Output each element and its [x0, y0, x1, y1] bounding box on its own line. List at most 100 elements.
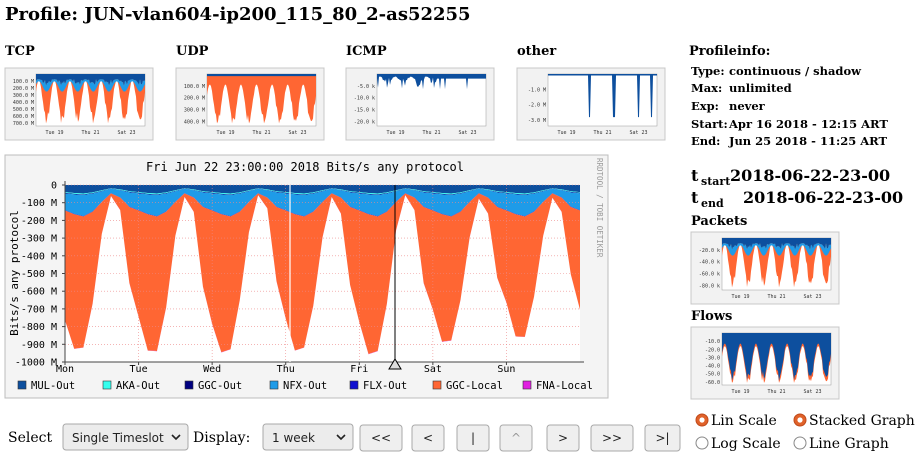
thumbnail-x-tick-label: Tue 19	[386, 130, 404, 136]
thumbnail-y-tick-label: 500.0 M	[13, 107, 34, 113]
x-tick-label: Thu	[277, 364, 295, 375]
radio[interactable]: Stacked Graph	[793, 413, 915, 429]
info-value: unlimited	[729, 81, 792, 95]
legend-label: FLX-Out	[363, 380, 407, 392]
thumbnail-x-tick-label: Thu 21	[81, 130, 99, 136]
thumbnail-y-tick-label: 200.0 M	[184, 96, 205, 102]
info-value: never	[729, 99, 766, 113]
nav-button-label[interactable]: <	[423, 431, 433, 445]
thumbnail: -10.0 -20.0 -30.0 -40.0 -50.0 -60.0 Tue 19 Thu …	[690, 326, 840, 400]
nav-button[interactable]: <	[411, 424, 445, 452]
chart-title: Fri Jun 22 23:00:00 2018 Bits/s any prot…	[146, 160, 464, 174]
nav-button-label[interactable]: >|	[655, 431, 669, 445]
thumbnail-x-tick-label: Sat 23	[288, 130, 306, 136]
nav-button-box[interactable]	[499, 424, 533, 452]
thumbnail-x-tick-label: Thu 21	[767, 294, 785, 300]
radio[interactable]: Line Graph	[793, 436, 889, 452]
nav-button[interactable]: >	[546, 424, 580, 452]
dropdown-box[interactable]	[262, 423, 354, 451]
area-series	[65, 188, 580, 195]
thumbnail-y-tick-label: 100.0 M	[13, 79, 34, 85]
timeslot-sub: start	[701, 175, 731, 188]
nav-button-label[interactable]: |	[471, 431, 475, 445]
chart-side-label: RRDTOOL / TOBI OETIKER	[595, 158, 604, 258]
legend-label: NFX-Out	[283, 380, 327, 392]
radio-label[interactable]: Log Scale	[711, 436, 781, 452]
thumbnail-x-tick-label: Sat 23	[803, 294, 821, 300]
thumbnail-x-tick-label: Sat 23	[629, 130, 647, 136]
radio-circle[interactable]	[695, 436, 709, 450]
info-value: Apr 16 2018 - 12:15 ART	[728, 117, 888, 131]
radio-circle[interactable]	[793, 436, 807, 450]
nav-button-label[interactable]: >>	[602, 431, 622, 445]
thumbnail-area	[722, 333, 831, 381]
thumbnail-area	[207, 74, 316, 124]
info-label: End:	[691, 134, 720, 148]
side-graph-title: Packets	[691, 214, 747, 229]
area-series	[65, 193, 580, 355]
y-tick-label: -700 M	[21, 304, 57, 315]
dropdown[interactable]: 1 week	[262, 423, 354, 451]
nav-button[interactable]: ^	[499, 424, 533, 452]
y-tick-label: -200 M	[21, 216, 57, 227]
thumbnail-y-tick-label: 300.0 M	[13, 93, 34, 99]
thumbnail-y-tick-label: -60.0 k	[699, 271, 720, 277]
y-tick-label: 0	[51, 181, 57, 192]
thumbnail-title: other	[517, 44, 556, 59]
nav-button-box[interactable]	[644, 424, 681, 452]
radio-label[interactable]: Lin Scale	[711, 413, 777, 429]
thumbnail: -20.0 k -40.0 k -60.0 k -80.0 k Tue 19 Thu 21…	[690, 231, 840, 305]
dropdown-box[interactable]	[62, 423, 189, 451]
nav-button-label[interactable]: ^	[511, 431, 521, 445]
nav-button-label[interactable]: >	[558, 431, 568, 445]
thumbnail-y-tick-label: 200.0 M	[13, 86, 34, 92]
thumbnail-y-tick-label: -2.0 M	[528, 103, 546, 109]
nav-button-box[interactable]	[411, 424, 445, 452]
dropdown[interactable]: Single Timeslot	[62, 423, 189, 451]
thumbnail-x-tick-label: Sat 23	[117, 130, 135, 136]
thumbnail-y-tick-label: -10.0	[705, 339, 720, 345]
nav-button-box[interactable]	[359, 424, 403, 452]
nav-button-box[interactable]	[456, 424, 490, 452]
radio-label[interactable]: Stacked Graph	[809, 413, 915, 429]
nav-button-box[interactable]	[546, 424, 580, 452]
legend-swatch	[102, 380, 112, 390]
thumbnail-y-tick-label: -3.0 M	[528, 118, 546, 124]
dropdown-value[interactable]: Single Timeslot	[72, 431, 164, 445]
legend-label: AKA-Out	[116, 380, 160, 392]
timeslot-value: 2018-06-22-23-00	[730, 166, 890, 185]
dropdown-arrow[interactable]	[336, 434, 346, 441]
thumbnail-x-tick-label: Tue 19	[731, 294, 749, 300]
dropdown-value[interactable]: 1 week	[272, 431, 315, 445]
timeslot-marker	[388, 358, 402, 370]
y-tick-label: -900 M	[21, 340, 57, 351]
info-label: Type:	[691, 64, 725, 78]
thumbnail-x-tick-label: Thu 21	[252, 130, 270, 136]
radio[interactable]: Lin Scale	[695, 413, 777, 429]
thumbnail-title: ICMP	[346, 44, 387, 59]
nav-button[interactable]: |	[456, 424, 490, 452]
legend-label: GGC-Local	[446, 380, 503, 392]
thumbnail: -1.0 M -2.0 M -3.0 M Tue 19 Thu 21 Sat 23	[516, 67, 666, 141]
radio-dot[interactable]	[699, 417, 705, 423]
nav-button[interactable]: >>	[590, 424, 634, 452]
thumbnail-x-tick-label: Tue 19	[731, 389, 749, 395]
nav-button[interactable]: >|	[644, 424, 681, 452]
dropdown-arrow[interactable]	[171, 434, 181, 441]
nav-button-box[interactable]	[590, 424, 634, 452]
thumbnail-y-tick-label: -30.0	[705, 355, 720, 361]
thumbnail: -5.0 k -10.0 k -15.0 k -20.0 k Tue 19 Thu 21 S…	[345, 67, 495, 141]
x-tick-label: Tue	[130, 364, 148, 375]
legend-swatch	[522, 380, 532, 390]
y-tick-label: -100 M	[21, 198, 57, 209]
radio-dot[interactable]	[797, 417, 803, 423]
thumbnail-plot	[376, 73, 487, 127]
display-label: Display:	[193, 430, 250, 446]
nav-button-label[interactable]: <<	[371, 431, 391, 445]
legend-label: GGC-Out	[198, 380, 242, 392]
radio[interactable]: Log Scale	[695, 436, 781, 452]
legend-swatch	[17, 380, 27, 390]
nav-button[interactable]: <<	[359, 424, 403, 452]
radio-label[interactable]: Line Graph	[809, 436, 889, 452]
